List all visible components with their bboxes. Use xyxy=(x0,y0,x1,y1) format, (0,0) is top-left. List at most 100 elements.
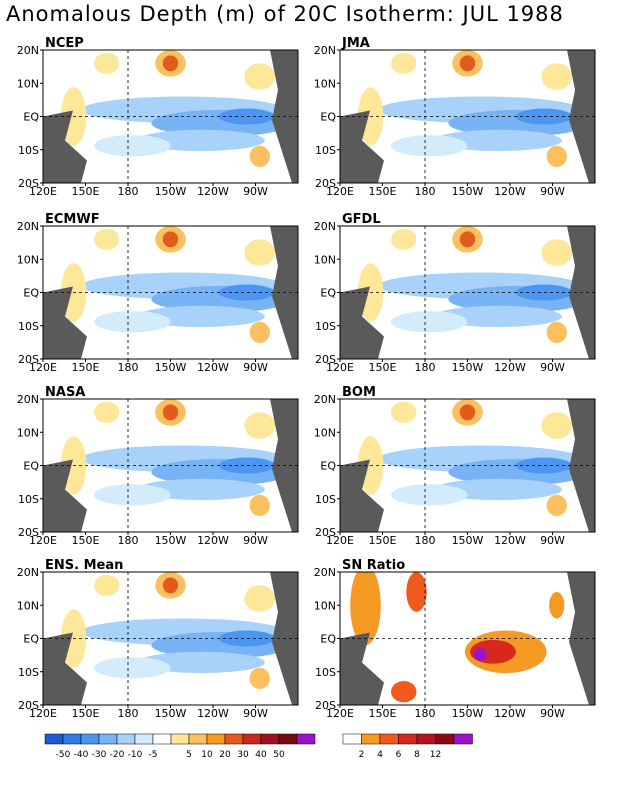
lat-label-10n: 10N xyxy=(17,253,39,266)
lat-label-10s: 10S xyxy=(315,144,336,157)
lon-label-180: 180 xyxy=(415,534,436,547)
anomaly-colorbar-swatch xyxy=(260,733,280,745)
figure-title: Anomalous Depth (m) of 20C Isotherm: JUL… xyxy=(6,2,564,26)
lon-label-120w: 120W xyxy=(197,534,229,547)
lon-label-150w: 150W xyxy=(452,361,484,374)
lat-label-eq: EQ xyxy=(23,460,39,473)
anomaly-area xyxy=(249,145,270,168)
snr-colorbar-label: 8 xyxy=(414,750,420,760)
lon-label-90w: 90W xyxy=(540,185,565,198)
panel-field xyxy=(340,399,595,532)
lon-label-120w: 120W xyxy=(494,361,526,374)
panel-title: ENS. Mean xyxy=(45,558,123,573)
anomaly-area xyxy=(541,63,573,90)
anomaly-area xyxy=(162,404,179,421)
lon-label-180: 180 xyxy=(415,185,436,198)
anomaly-colorbar-swatch xyxy=(134,733,154,745)
lon-label-120e: 120E xyxy=(29,534,57,547)
anomaly-colorbar-label: -20 xyxy=(110,750,125,760)
snr-colorbar-swatch xyxy=(342,733,362,745)
lon-label-120w: 120W xyxy=(197,707,229,720)
anomaly-area xyxy=(546,145,567,168)
anomaly-colorbar-label: -40 xyxy=(74,750,89,760)
anomaly-area xyxy=(391,311,468,333)
anomaly-colorbar-label: 50 xyxy=(273,750,285,760)
lat-label-10s: 10S xyxy=(18,144,39,157)
snr-colorbar-label: 6 xyxy=(396,750,402,760)
panel-title: JMA xyxy=(341,36,370,51)
anomaly-colorbar-swatch xyxy=(278,733,298,745)
snr-colorbar-swatch xyxy=(361,733,381,745)
lat-label-20s: 20S xyxy=(18,177,39,190)
panel-field xyxy=(43,226,298,359)
anomaly-area xyxy=(244,585,276,612)
anomaly-area xyxy=(391,484,468,506)
snr-colorbar-label: 12 xyxy=(430,750,441,760)
lon-label-150e: 150E xyxy=(369,707,397,720)
panel-title: GFDL xyxy=(342,212,381,227)
lat-label-eq: EQ xyxy=(23,633,39,646)
anomaly-area xyxy=(162,231,179,248)
lon-label-150w: 150W xyxy=(452,534,484,547)
lat-label-eq: EQ xyxy=(320,111,336,124)
lon-label-120e: 120E xyxy=(29,361,57,374)
lat-label-20n: 20N xyxy=(17,566,39,579)
lat-label-10s: 10S xyxy=(315,320,336,333)
panel-title: SN Ratio xyxy=(342,558,405,573)
anomaly-area xyxy=(244,412,276,439)
land-west xyxy=(340,110,384,183)
panel-title: NCEP xyxy=(45,36,84,51)
lon-label-120w: 120W xyxy=(197,185,229,198)
lon-label-90w: 90W xyxy=(540,707,565,720)
lon-label-90w: 90W xyxy=(243,361,268,374)
snr-colorbar-swatch xyxy=(398,733,418,745)
snr-area xyxy=(391,681,417,703)
lat-label-10s: 10S xyxy=(18,666,39,679)
lon-label-90w: 90W xyxy=(243,534,268,547)
lat-label-10n: 10N xyxy=(17,77,39,90)
lat-label-10s: 10S xyxy=(18,493,39,506)
anomaly-colorbar-swatch xyxy=(62,733,82,745)
lat-label-20s: 20S xyxy=(315,699,336,712)
panel-title: BOM xyxy=(342,385,376,400)
lon-label-120e: 120E xyxy=(29,185,57,198)
lat-label-20n: 20N xyxy=(17,220,39,233)
lat-label-20n: 20N xyxy=(314,566,336,579)
anomaly-area xyxy=(162,55,179,72)
lat-label-eq: EQ xyxy=(320,460,336,473)
panel-title: ECMWF xyxy=(45,212,100,227)
anomaly-colorbar-label: -10 xyxy=(128,750,143,760)
lat-label-20n: 20N xyxy=(314,44,336,57)
anomaly-colorbar-label: -30 xyxy=(92,750,107,760)
lon-label-120w: 120W xyxy=(494,707,526,720)
lon-label-180: 180 xyxy=(415,361,436,374)
anomaly-colorbar-swatch xyxy=(206,733,226,745)
anomaly-area xyxy=(94,228,120,250)
anomaly-colorbar-swatch xyxy=(188,733,208,745)
lon-label-150w: 150W xyxy=(155,707,187,720)
anomaly-colorbar-swatch xyxy=(80,733,100,745)
anomaly-colorbar-swatch xyxy=(224,733,244,745)
anomaly-area xyxy=(244,239,276,266)
anomaly-area xyxy=(94,52,120,74)
lon-label-180: 180 xyxy=(415,707,436,720)
anomaly-colorbar-label: 20 xyxy=(219,750,231,760)
lat-label-eq: EQ xyxy=(23,111,39,124)
lat-label-10n: 10N xyxy=(314,426,336,439)
lat-label-20s: 20S xyxy=(18,353,39,366)
lat-label-20n: 20N xyxy=(314,220,336,233)
lon-label-120e: 120E xyxy=(29,707,57,720)
lon-label-150w: 150W xyxy=(155,534,187,547)
anomaly-colorbar-swatch xyxy=(116,733,136,745)
snr-area xyxy=(549,591,565,619)
lon-label-90w: 90W xyxy=(540,534,565,547)
snr-colorbar-swatch xyxy=(435,733,455,745)
land-west xyxy=(43,459,87,532)
land-west xyxy=(340,286,384,359)
lat-label-20n: 20N xyxy=(314,393,336,406)
anomaly-area xyxy=(162,577,179,594)
lon-label-90w: 90W xyxy=(243,707,268,720)
lon-label-120e: 120E xyxy=(326,707,354,720)
